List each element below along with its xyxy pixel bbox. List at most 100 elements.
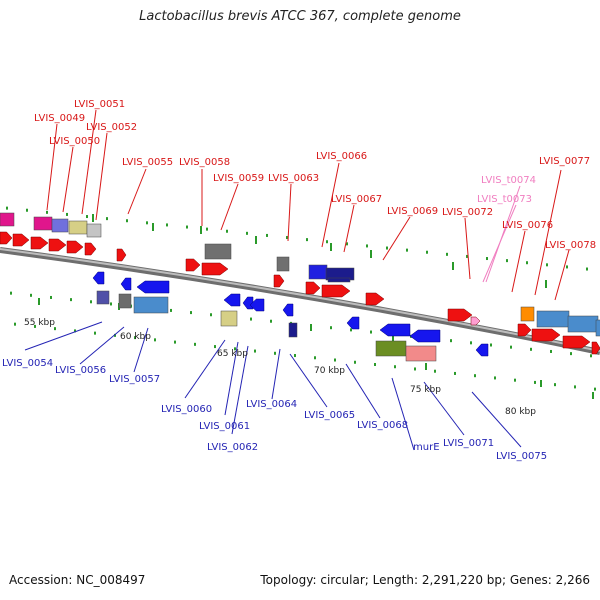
leader-line <box>220 183 239 231</box>
tick-mark <box>250 317 252 321</box>
tick-mark <box>146 221 148 225</box>
leader-line <box>345 363 381 419</box>
trna-gene-label: LVIS_t0074 <box>481 175 536 186</box>
gene-box <box>520 306 535 322</box>
tick-mark <box>374 362 376 366</box>
reverse-gene-label: LVIS_0062 <box>207 442 258 453</box>
forward-gene-arrow <box>305 281 321 295</box>
reverse-gene-label: murE <box>413 442 440 453</box>
kbp-label: 70 kbp <box>314 366 345 376</box>
leader-line <box>485 185 521 283</box>
tick-mark <box>114 333 116 337</box>
major-tick <box>330 243 332 251</box>
forward-gene-label: LVIS_0066 <box>316 151 367 162</box>
reverse-gene-arrow <box>249 298 265 312</box>
leader-line <box>184 339 226 399</box>
leader-line <box>81 109 97 215</box>
forward-gene-label: LVIS_0059 <box>213 173 264 184</box>
tick-mark <box>370 330 372 334</box>
reverse-gene-label: LVIS_0064 <box>246 399 297 410</box>
tick-mark <box>34 324 36 328</box>
gene-box <box>86 223 102 238</box>
forward-gene-arrow <box>66 240 84 254</box>
tick-mark <box>566 265 568 269</box>
tick-mark <box>474 374 476 378</box>
forward-gene-arrow <box>321 284 351 298</box>
reverse-gene-arrow <box>242 296 254 310</box>
leader-line <box>46 123 58 211</box>
kbp-label: 75 kbp <box>410 385 441 395</box>
major-tick <box>92 214 94 222</box>
tick-mark <box>334 358 336 362</box>
tick-mark <box>170 308 172 312</box>
trna-gene-label: LVIS_t0073 <box>477 194 532 205</box>
major-tick <box>152 223 154 231</box>
tick-mark <box>554 383 556 387</box>
reverse-gene-label: LVIS_0060 <box>161 404 212 415</box>
tick-mark <box>314 356 316 360</box>
gene-box <box>595 319 600 337</box>
reverse-gene-label: LVIS_0071 <box>443 438 494 449</box>
tick-mark <box>574 385 576 389</box>
tick-mark <box>530 347 532 351</box>
reverse-gene-label: LVIS_0065 <box>304 410 355 421</box>
tick-mark <box>274 351 276 355</box>
leader-line <box>62 146 74 213</box>
tick-mark <box>590 354 592 358</box>
tick-mark <box>106 217 108 221</box>
gene-labels: LVIS_0049 LVIS_0050 LVIS_0051 LVIS_0052 LVIS… <box>2 99 596 462</box>
major-tick <box>370 250 372 258</box>
major-tick <box>592 392 594 399</box>
major-tick <box>425 363 427 370</box>
gene-box <box>567 315 599 333</box>
tick-mark <box>294 354 296 358</box>
leader-line <box>382 216 411 261</box>
forward-gene-label: LVIS_0077 <box>539 156 590 167</box>
tick-mark <box>6 206 8 210</box>
map-title: Lactobacillus brevis ATCC 367, complete … <box>139 9 461 24</box>
reverse-gene-arrow <box>346 316 360 330</box>
tick-mark <box>166 223 168 227</box>
reverse-gene-label: LVIS_0057 <box>109 374 160 385</box>
gene-box <box>51 218 69 233</box>
leader-line <box>534 169 562 296</box>
reverse-gene-arrow <box>120 277 132 291</box>
reverse-gene-label: LVIS_0075 <box>496 451 547 462</box>
leader-line <box>287 183 292 242</box>
major-tick <box>200 226 202 234</box>
tick-mark <box>70 298 72 302</box>
kbp-tick-track <box>14 322 596 391</box>
upper-tick-track <box>6 206 588 288</box>
tick-mark <box>174 340 176 344</box>
tick-mark <box>286 236 288 240</box>
tick-mark <box>74 329 76 333</box>
tick-mark <box>134 336 136 340</box>
kbp-label: 55 kbp <box>24 318 55 328</box>
tick-mark <box>354 360 356 364</box>
major-tick <box>545 280 547 288</box>
forward-gene-arrow <box>531 328 561 342</box>
forward-gene-arrow <box>84 242 97 256</box>
major-tick <box>38 298 40 305</box>
forward-gene-label: LVIS_0050 <box>49 136 100 147</box>
leader-line <box>24 321 103 351</box>
genome-summary-text: Topology: circular; Length: 2,291,220 bp… <box>260 573 590 587</box>
gene-box <box>308 264 328 280</box>
forward-gene-arrow <box>185 258 201 272</box>
kbp-label: 65 kbp <box>217 349 248 359</box>
forward-gene-arrow <box>365 292 385 306</box>
tick-mark <box>30 293 32 297</box>
tick-mark <box>254 349 256 353</box>
tick-mark <box>490 343 492 347</box>
leader-line <box>391 377 415 451</box>
tick-mark <box>266 233 268 237</box>
leader-line <box>79 326 125 365</box>
reverse-gene-label: LVIS_0054 <box>2 358 53 369</box>
forward-gene-label: LVIS_0076 <box>502 220 553 231</box>
tick-mark <box>50 295 52 299</box>
tick-mark <box>66 212 68 216</box>
forward-gene-arrow <box>48 238 67 252</box>
gene-features[interactable] <box>0 212 600 362</box>
tick-mark <box>594 387 596 391</box>
